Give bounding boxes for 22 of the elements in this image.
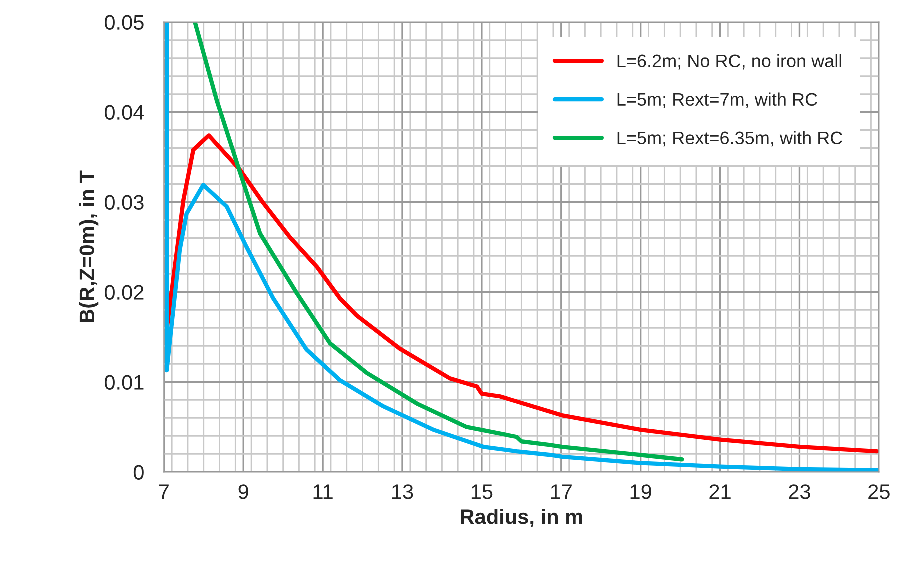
y-tick-label: 0.04 <box>104 105 144 120</box>
y-tick-label: 0.01 <box>104 375 144 390</box>
legend-label: L=5m; Rext=6.35m, with RC <box>618 131 842 147</box>
x-tick-label: 19 <box>630 484 652 500</box>
x-axis-title: Radius, in m <box>461 509 582 528</box>
y-tick-label: 0.05 <box>104 15 144 30</box>
x-tick-label: 17 <box>551 484 572 500</box>
x-tick-label: 13 <box>392 484 414 500</box>
y-tick-label: 0 <box>134 465 144 480</box>
x-tick-label: 21 <box>710 484 731 500</box>
legend-label: L=6.2m; No RC, no iron wall <box>618 54 842 70</box>
x-tick-label: 7 <box>159 484 169 500</box>
y-tick-label: 0.03 <box>104 195 144 210</box>
x-tick-label: 11 <box>314 484 333 500</box>
legend-label: L=5m; Rext=7m, with RC <box>618 92 818 108</box>
x-tick-label: 15 <box>472 484 493 500</box>
x-tick-label: 25 <box>868 484 890 500</box>
y-tick-label: 0.02 <box>104 285 144 300</box>
line-series <box>164 22 880 472</box>
x-tick-label: 23 <box>789 484 810 500</box>
y-axis-title: B(R,Z=0m), in T <box>79 170 99 323</box>
x-tick-label: 9 <box>238 484 248 500</box>
